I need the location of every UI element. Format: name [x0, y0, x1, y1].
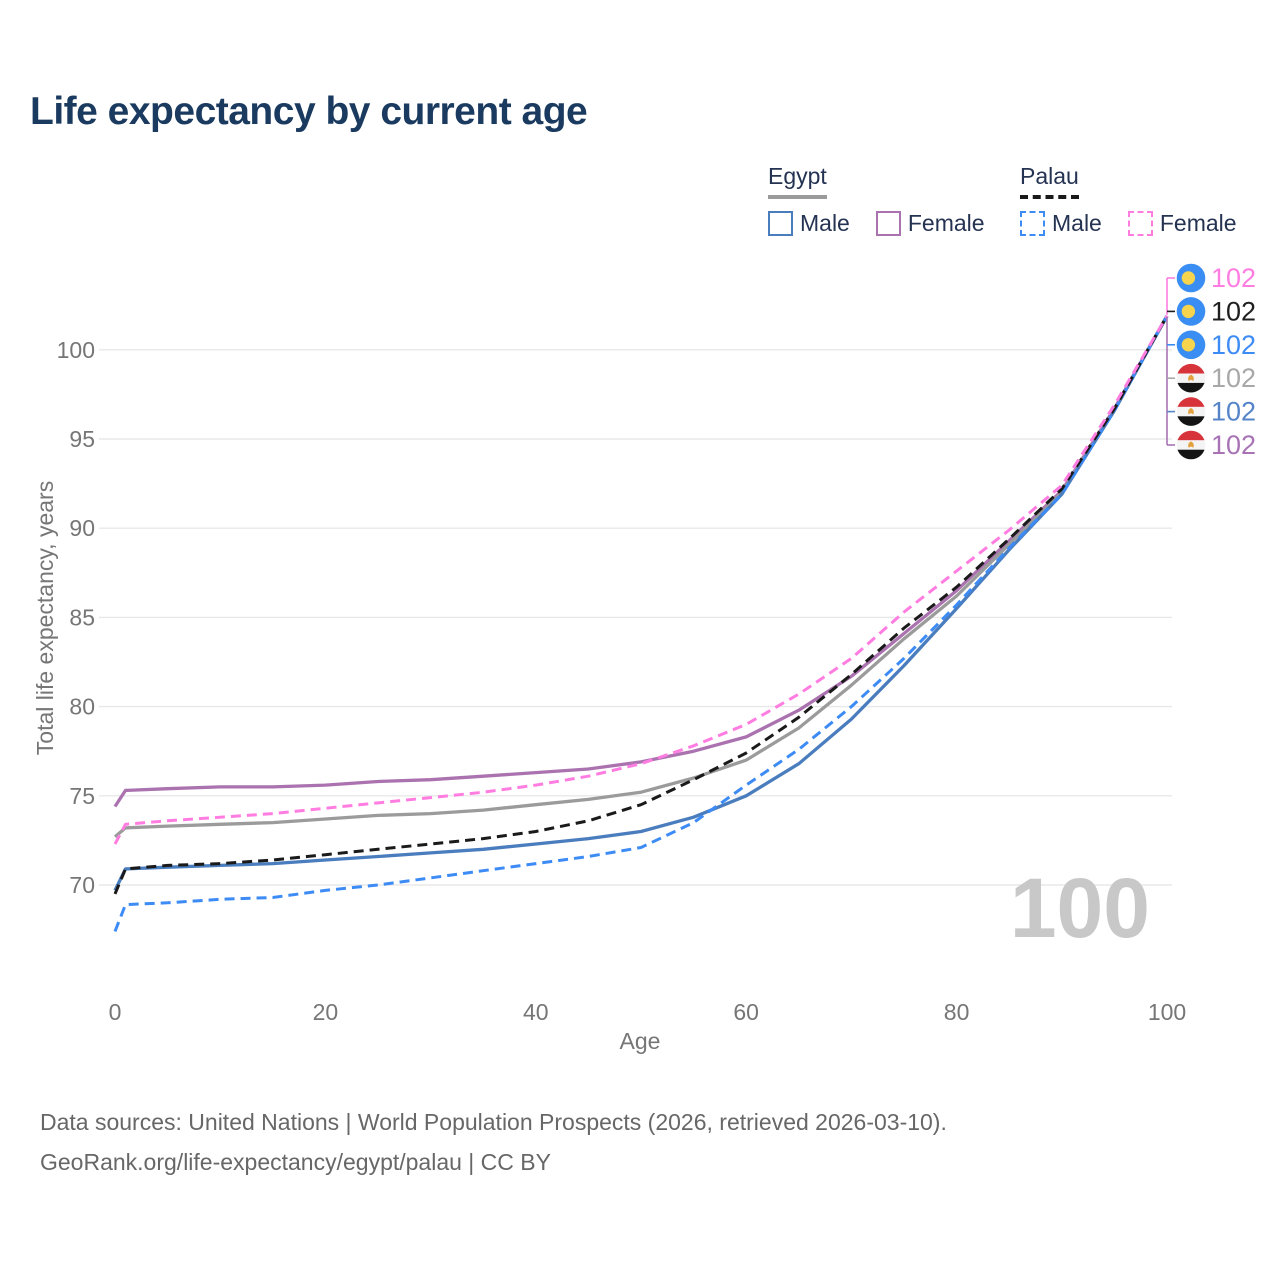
footer-attribution[interactable]: GeoRank.org/life-expectancy/egypt/palau … [40, 1149, 551, 1175]
palau-female-swatch-icon [1127, 211, 1153, 236]
flag-egypt-icon [1176, 363, 1206, 393]
legend-item-egypt-female[interactable]: Female [875, 210, 985, 237]
chart-line-egypt-female [113, 315, 1169, 808]
flag-palau-icon [1176, 297, 1206, 326]
legend-header-palau[interactable]: Palau [1020, 163, 1079, 199]
legend-header-egypt[interactable]: Egypt [768, 163, 827, 199]
y-tick-85: 85 [69, 604, 95, 630]
chart-line-egypt-male [113, 315, 1169, 892]
y-axis-title: Total life expectancy, years [32, 480, 58, 756]
end-label-palau-both-sexes: 102 [1211, 296, 1256, 326]
age-watermark: 100 [1009, 861, 1150, 955]
x-tick-100: 100 [1148, 999, 1186, 1025]
page-title: Life expectancy by current age [30, 90, 588, 133]
egypt-male-swatch-icon [768, 211, 793, 236]
legend-item-palau-male[interactable]: Male [1020, 210, 1102, 237]
legend-item-palau-female[interactable]: Female [1127, 210, 1237, 237]
end-label-egypt-female: 102 [1211, 430, 1256, 460]
y-tick-80: 80 [69, 694, 95, 720]
end-label-palau-female: 102 [1211, 263, 1256, 293]
flag-egypt-icon [1176, 430, 1206, 460]
legend-item-label: Female [907, 210, 985, 236]
x-tick-40: 40 [523, 999, 549, 1025]
x-axis-title: Age [619, 1028, 661, 1054]
palau-male-swatch-icon [1020, 211, 1045, 236]
x-tick-60: 60 [733, 999, 759, 1025]
end-label-egypt-male: 102 [1211, 397, 1256, 427]
legend-group-palau: Palau Male Female [1020, 163, 1237, 237]
y-tick-100: 100 [57, 337, 95, 363]
y-tick-75: 75 [69, 783, 95, 809]
legend-item-label: Male [1052, 210, 1102, 236]
y-tick-90: 90 [69, 515, 95, 541]
chart-line-egypt-both-sexes [113, 315, 1169, 839]
legend-item-egypt-male[interactable]: Male [768, 210, 850, 237]
y-tick-95: 95 [69, 426, 95, 452]
chart-line-palau-male [113, 315, 1169, 932]
legend-item-label: Male [800, 210, 850, 236]
end-label-egypt-both-sexes: 102 [1211, 363, 1256, 393]
x-tick-0: 0 [109, 999, 122, 1025]
end-label-palau-male: 102 [1211, 330, 1256, 360]
footer-data-sources: Data sources: United Nations | World Pop… [40, 1109, 947, 1135]
y-tick-70: 70 [69, 872, 95, 898]
footer: Data sources: United Nations | World Pop… [40, 1102, 947, 1182]
legend-item-label: Female [1159, 210, 1237, 236]
flag-palau-icon [1176, 263, 1206, 293]
legend-group-egypt: Egypt Male Female [768, 163, 985, 237]
egypt-female-swatch-icon [875, 211, 901, 236]
chart-line-palau-both-sexes [113, 315, 1169, 895]
x-tick-20: 20 [313, 999, 339, 1025]
x-tick-80: 80 [944, 999, 970, 1025]
flag-palau-icon [1176, 330, 1206, 360]
chart-line-palau-female [113, 315, 1169, 845]
flag-egypt-icon [1176, 397, 1206, 426]
